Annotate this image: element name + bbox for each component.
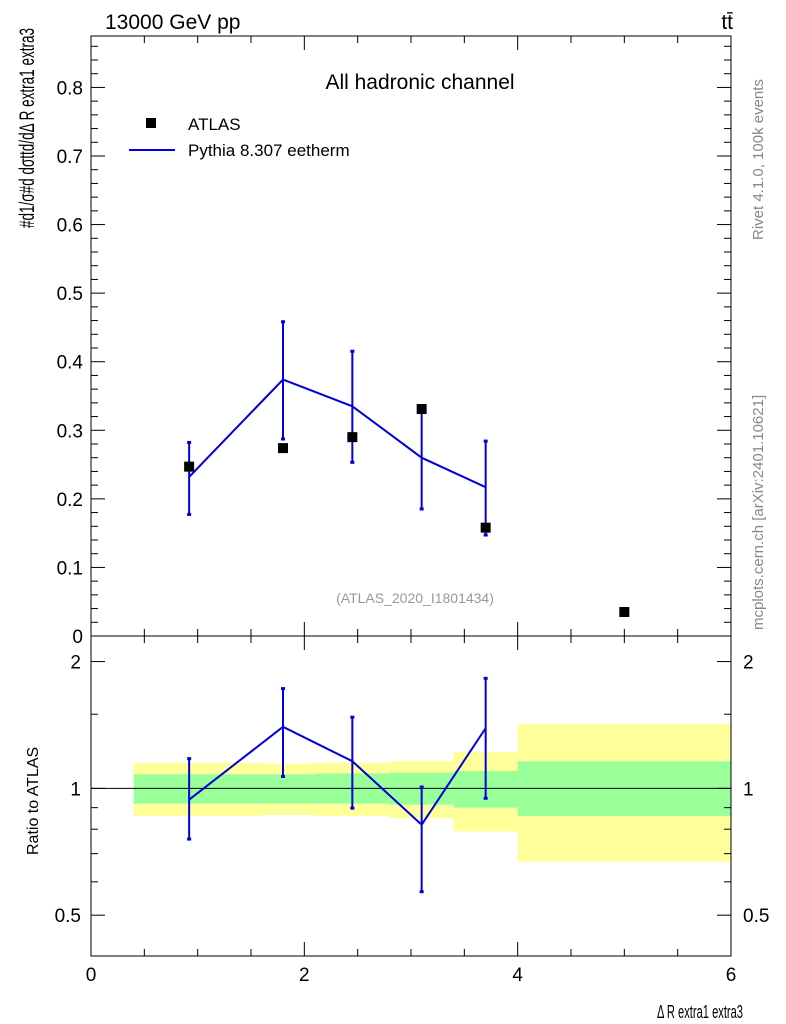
ratio-y-tick-label-right: 1 (743, 779, 754, 800)
pythia-error-cap-low (281, 437, 285, 441)
ratio-band-green (261, 774, 315, 804)
ratio-band-green (197, 774, 262, 804)
energy-label: 13000 GeV pp (105, 11, 240, 34)
ratio-panel: 0.5 0.5 1 1 2 2 0 2 4 6 Ratio to ATLAS Δ R extra… (25, 635, 770, 1022)
main-y-axis-label-text: #d1/σ#d dσttd/dΔ R extra1 extra3 (16, 28, 39, 228)
ratio-error-cap-low (187, 837, 192, 841)
ratio-error-cap-high (483, 676, 488, 680)
pythia-line (188, 378, 487, 489)
legend-pythia-label: Pythia 8.307 eetherm (188, 141, 350, 160)
main-series (184, 320, 630, 617)
atlas-point (416, 404, 427, 415)
ratio-error-cap-low (281, 774, 285, 778)
pythia-error-cap-low (483, 533, 488, 537)
main-y-tick-label: 0.8 (57, 78, 83, 99)
ratio-x-tick-label: 6 (726, 965, 737, 986)
main-y-tick-label: 0.3 (57, 421, 83, 442)
ratio-error-cap-high (187, 757, 192, 761)
ratio-x-tick-label: 4 (512, 965, 523, 986)
main-x-ticks (90, 36, 732, 636)
main-y-tick-label: 0.2 (57, 490, 83, 511)
legend-atlas-label: ATLAS (188, 115, 241, 134)
process-label: tt̄ (721, 11, 733, 34)
ratio-y-tick-label: 0.5 (55, 906, 81, 927)
atlas-point (347, 432, 358, 443)
ratio-x-ticks: 0 2 4 6 (86, 636, 737, 986)
main-y-tick-label: 0.6 (57, 216, 83, 237)
pythia-error-cap-low (419, 507, 424, 511)
pythia-error-cap-high (281, 320, 285, 324)
ratio-series (187, 676, 488, 894)
ratio-error-cap-low (350, 806, 355, 810)
ratio-bands (133, 724, 731, 862)
main-y-tick-label: 0.1 (57, 558, 83, 579)
pythia-error-cap-low (187, 512, 192, 516)
ratio-error-cap-high (350, 715, 355, 719)
ratio-y-tick-label: 1 (70, 779, 81, 800)
main-y-tick-label: 0.7 (57, 147, 83, 168)
ratio-y-tick-label-right: 2 (743, 653, 754, 674)
analysis-label: (ATLAS_2020_I1801434) (336, 590, 494, 606)
ratio-error-cap-low (483, 796, 488, 800)
main-y-ticks: 0 0.1 0.2 0.3 0.4 0.5 0.6 0.7 0.8 (57, 45, 731, 648)
main-y-tick-label: 0 (72, 627, 83, 648)
ratio-error-cap-high (281, 687, 285, 691)
ratio-y-axis-label: Ratio to ATLAS (25, 747, 42, 855)
rivet-label: Rivet 4.1.0, 100k events (750, 79, 767, 240)
pythia-error-cap-high (350, 349, 355, 353)
legend: ATLAS Pythia 8.307 eetherm (129, 115, 350, 160)
pythia-error-cap-low (350, 460, 355, 464)
ratio-y-tick-label-right: 0.5 (743, 906, 769, 927)
ratio-y-tick-label: 2 (70, 653, 81, 674)
pythia-error-cap-high (483, 439, 488, 443)
legend-atlas-marker (146, 118, 156, 128)
main-title: All hadronic channel (325, 71, 514, 94)
atlas-point (184, 461, 195, 472)
main-y-axis-label: #d1/σ#d dσttd/dΔ R extra1 extra3 (16, 28, 39, 228)
mcplots-label: mcplots.cern.ch [arXiv:2401.10621] (750, 395, 767, 630)
main-y-tick-label: 0.5 (57, 284, 83, 305)
ratio-error-cap-high (419, 785, 424, 789)
atlas-point (278, 443, 288, 454)
ratio-band-green (133, 774, 198, 804)
ratio-error-cap-low (419, 890, 424, 894)
x-axis-label: Δ R extra1 extra3 (657, 1002, 743, 1022)
main-y-tick-label: 0.4 (57, 353, 84, 374)
ratio-x-tick-label: 2 (299, 965, 310, 986)
pythia-error-cap-high (187, 440, 192, 444)
atlas-point (619, 607, 630, 617)
ratio-y-ticks: 0.5 0.5 1 1 2 2 (55, 653, 770, 928)
main-panel: 0 0.1 0.2 0.3 0.4 0.5 0.6 0.7 0.8 All hadronic c… (16, 28, 732, 648)
main-frame (90, 35, 732, 637)
atlas-point (480, 522, 491, 533)
ratio-x-tick-label: 0 (86, 965, 97, 986)
